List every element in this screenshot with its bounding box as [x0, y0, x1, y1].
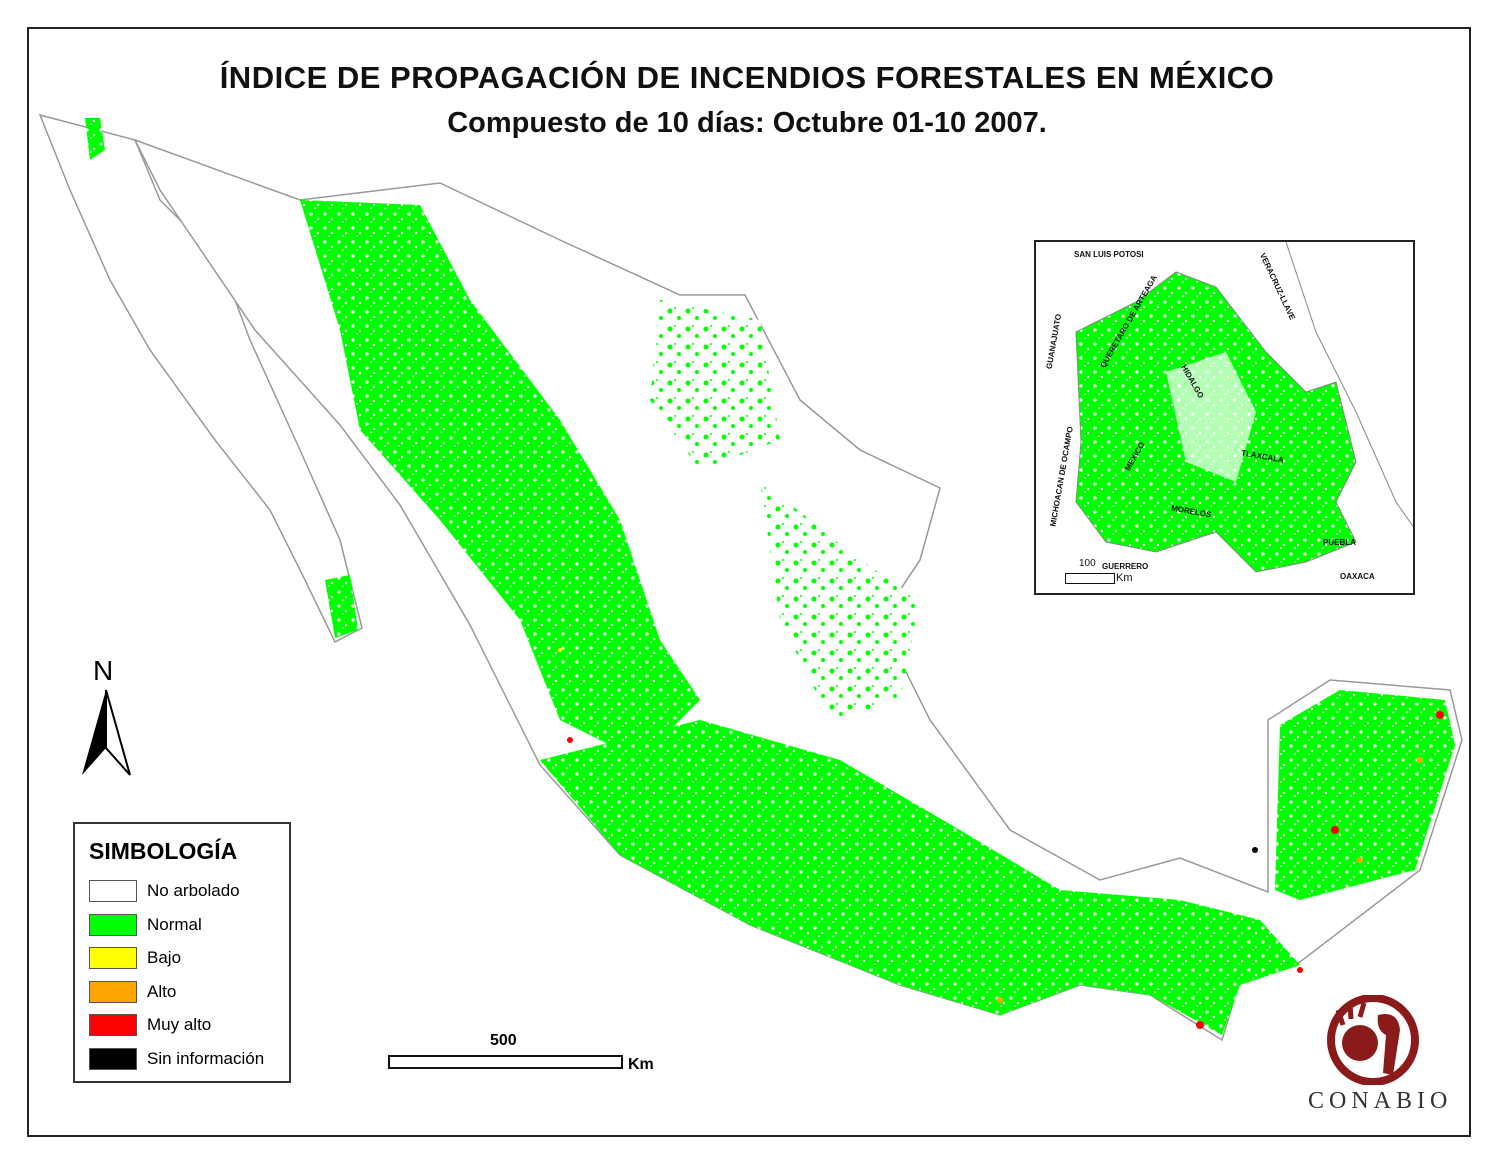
- conabio-logo: [1327, 995, 1419, 1085]
- north-label: N: [93, 655, 114, 686]
- legend-swatch: [89, 1014, 137, 1036]
- mainland: [133, 138, 1463, 1042]
- legend-swatch: [89, 947, 137, 969]
- legend-item: Normal: [89, 913, 202, 937]
- inset-scale-unit: Km: [1116, 572, 1133, 584]
- legend-label: Bajo: [147, 948, 182, 967]
- north-arrow-icon: [82, 689, 131, 776]
- legend-item: Bajo: [89, 946, 181, 970]
- conabio-logo-text: CONABIO: [1308, 1088, 1453, 1114]
- legend-label: No arbolado: [147, 881, 240, 900]
- legend-swatch: [89, 1047, 137, 1070]
- legend-item: Alto: [89, 980, 176, 1004]
- scale-value: 500: [490, 1032, 517, 1049]
- map-title: ÍNDICE DE PROPAGACIÓN DE INCENDIOS FORES…: [219, 60, 1275, 95]
- scale-bar: [388, 1055, 623, 1069]
- legend-item: Sin información: [89, 1047, 264, 1071]
- legend: SIMBOLOGÍA No arbolado Normal Bajo Alto Muy …: [73, 822, 291, 1083]
- map-frame: [27, 27, 1471, 1137]
- scale-unit: Km: [628, 1056, 654, 1073]
- map-subtitle: Compuesto de 10 días: Octubre 01-10 2007…: [447, 107, 1047, 139]
- inset-label: SAN LUIS POTOSI: [1074, 250, 1144, 259]
- inset-map: SAN LUIS POTOSI VERACRUZ-LLAVE GUANAJUAT…: [1034, 240, 1415, 595]
- legend-item: Muy alto: [89, 1013, 211, 1037]
- legend-label: Muy alto: [147, 1015, 212, 1034]
- legend-swatch: [89, 880, 137, 902]
- legend-swatch: [89, 980, 137, 1003]
- inset-label: GUERRERO: [1102, 562, 1149, 571]
- inset-scale-bar: [1065, 573, 1115, 584]
- legend-title: SIMBOLOGÍA: [89, 838, 238, 864]
- inset-label: PUEBLA: [1323, 538, 1356, 547]
- legend-swatch: [89, 913, 137, 936]
- legend-item: No arbolado: [89, 879, 240, 903]
- legend-label: Sin información: [147, 1048, 265, 1068]
- inset-label: OAXACA: [1340, 572, 1375, 581]
- fire-hotspots: [558, 648, 1444, 1029]
- legend-label: Normal: [147, 914, 202, 934]
- inset-scale-value: 100: [1079, 558, 1096, 569]
- legend-label: Alto: [147, 981, 177, 1001]
